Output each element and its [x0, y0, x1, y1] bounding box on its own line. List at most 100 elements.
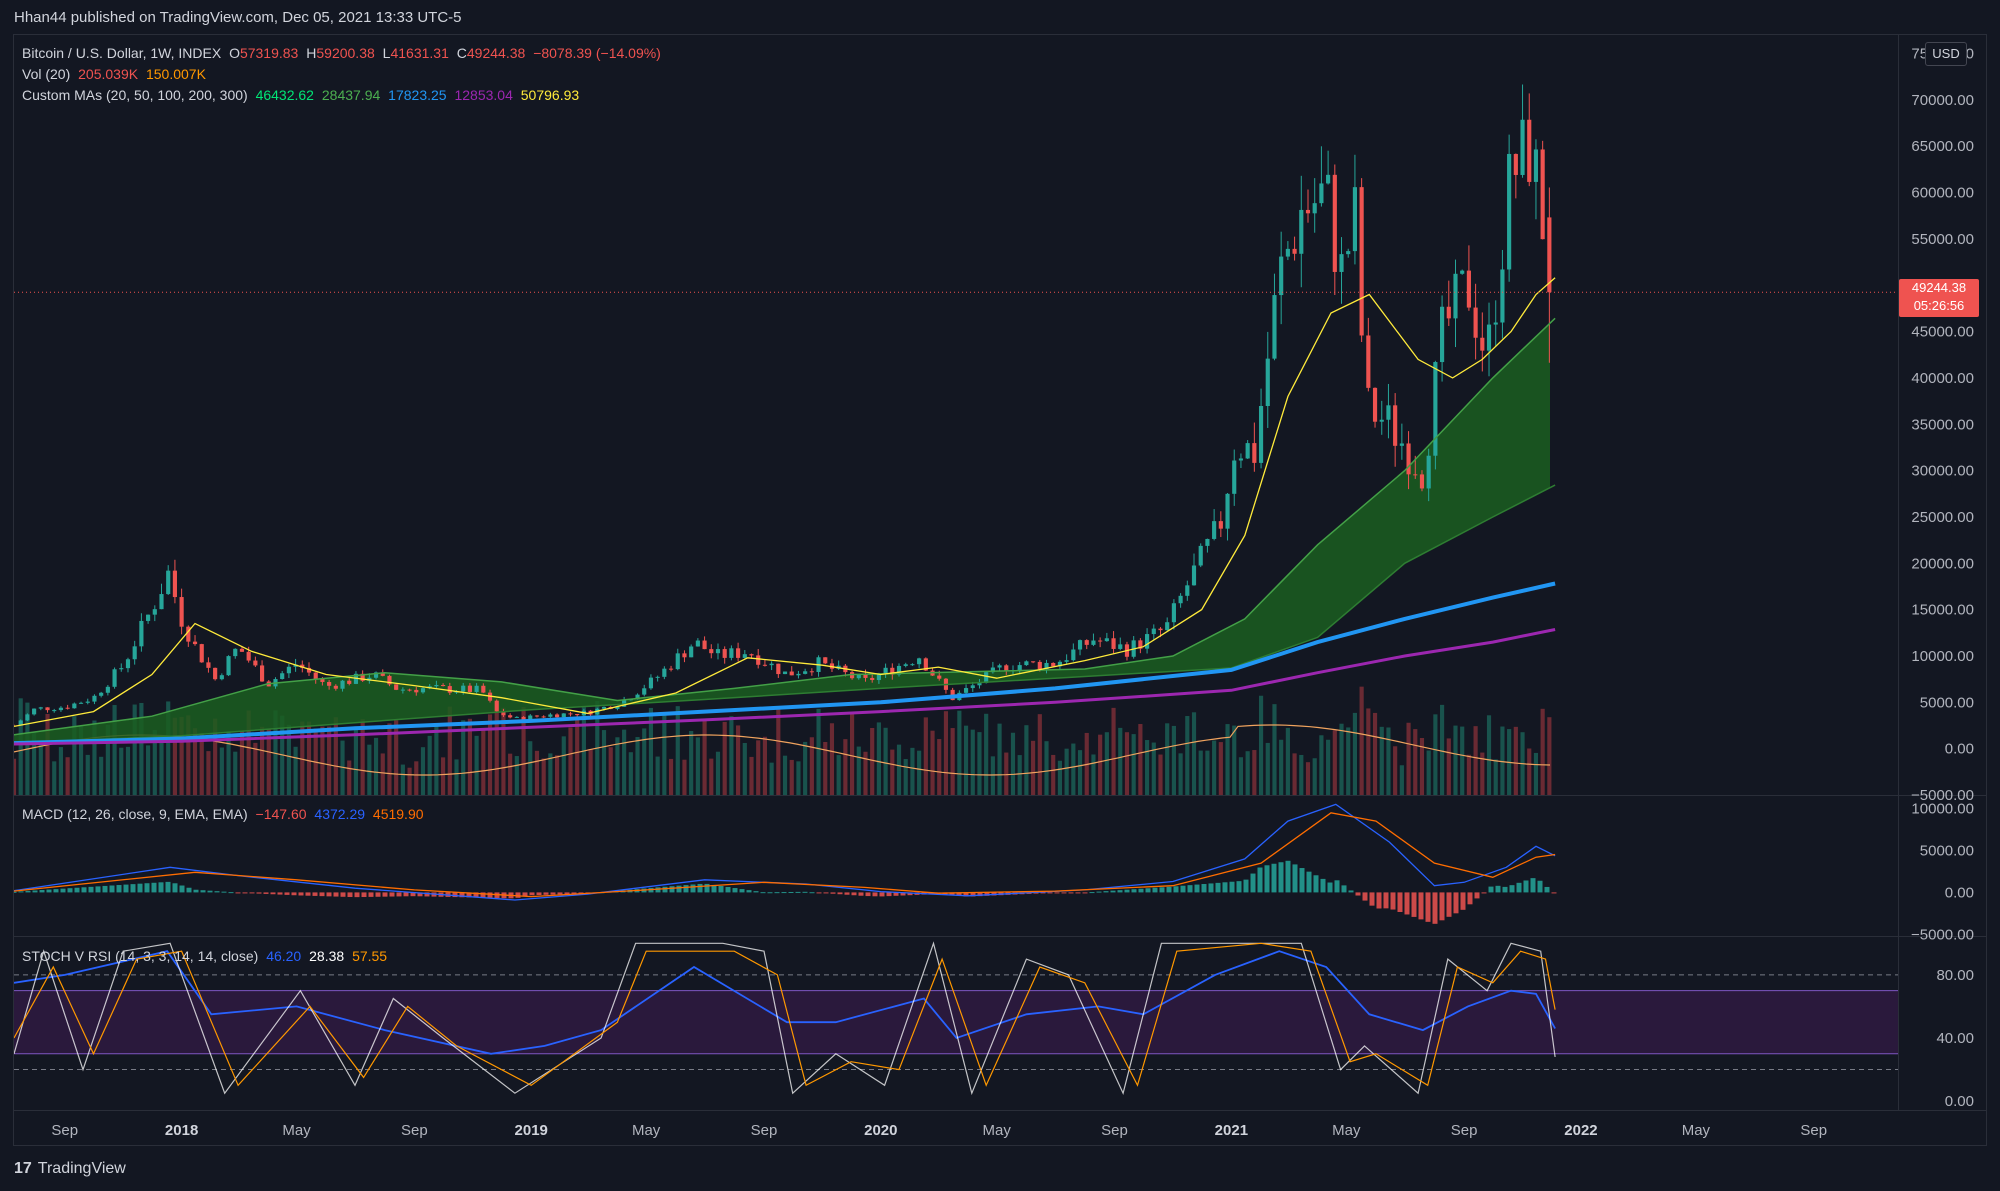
open-label: O — [229, 45, 240, 61]
candle-body — [125, 659, 131, 669]
candle-body — [776, 663, 781, 675]
volume-bar — [441, 757, 446, 795]
macd-histogram-bar — [704, 883, 710, 893]
candle-body — [1413, 474, 1418, 476]
macd-signal-value: 4519.90 — [372, 806, 424, 822]
macd-histogram-bar — [788, 891, 794, 893]
volume-bar — [367, 744, 372, 795]
macd-histogram-bar — [137, 883, 143, 893]
candle-body — [1426, 455, 1431, 489]
candle-body — [1111, 638, 1116, 649]
candle-body — [461, 685, 466, 692]
candle-body — [1225, 493, 1230, 529]
candle-body — [306, 667, 312, 673]
time-axis-tick-label: 2022 — [1564, 1122, 1597, 1139]
candle-body — [434, 685, 439, 687]
candle-body — [554, 714, 560, 718]
macd-histogram-bar — [1040, 892, 1046, 894]
candle-body — [233, 648, 238, 657]
volume-bar — [749, 756, 754, 795]
candle-body — [575, 714, 580, 716]
candle-body — [534, 715, 540, 717]
macd-histogram-bar — [1271, 863, 1277, 893]
volume-bar — [65, 757, 70, 795]
currency-button[interactable]: USD — [1925, 42, 1967, 66]
volume-bar — [179, 716, 184, 795]
macd-histogram-bar — [949, 892, 955, 896]
volume-bar — [467, 718, 472, 795]
publisher-text: Hhan44 published on TradingView.com, Dec… — [14, 9, 462, 26]
volume-bar — [1124, 732, 1130, 795]
volume-bar — [662, 712, 667, 795]
macd-histogram-bar — [1376, 892, 1382, 909]
macd-histogram-bar — [732, 888, 738, 893]
last-price-value: 49244.38 — [1911, 280, 1967, 295]
price-axis-tick-label: 55000.00 — [1911, 231, 1974, 248]
candle-body — [1171, 603, 1176, 623]
tradingview-footer[interactable]: 17 TradingView — [14, 1160, 126, 1178]
macd-histogram-bar — [557, 892, 563, 895]
volume-bar — [125, 746, 131, 795]
macd-histogram-bar — [1397, 892, 1403, 913]
volume-bar — [239, 730, 245, 795]
volume-bar — [554, 755, 560, 795]
stoch-series-k — [14, 941, 1556, 1096]
candle-body — [1460, 270, 1465, 274]
volume-bar — [990, 756, 995, 795]
candle-body — [414, 689, 419, 693]
volume-bar — [1540, 708, 1545, 795]
macd-histogram-bar — [767, 892, 773, 894]
candle-body — [172, 570, 177, 598]
stoch-axis-tick-label: 40.00 — [1936, 1030, 1974, 1047]
candle-body — [132, 646, 137, 660]
volume-bar — [152, 730, 157, 795]
volume-bar — [635, 737, 640, 795]
macd-histogram-bar — [830, 892, 836, 894]
time-axis-tick-label: Sep — [1101, 1122, 1128, 1139]
candle-body — [1044, 662, 1049, 670]
volume-bar — [668, 758, 674, 795]
macd-histogram-bar — [1152, 887, 1158, 893]
volume-bar — [977, 732, 982, 795]
volume-bar — [1098, 734, 1103, 795]
macd-histogram-bar — [487, 892, 493, 898]
candle-body — [917, 658, 922, 665]
macd-histogram-bar — [466, 892, 472, 898]
candle-body — [259, 665, 265, 682]
candle-body — [883, 667, 888, 675]
ma-legend: Custom MAs (20, 50, 100, 200, 300) 46432… — [22, 87, 583, 103]
candle-body — [1440, 306, 1445, 363]
volume-bar — [461, 720, 466, 795]
candle-body — [561, 713, 566, 718]
macd-histogram-bar — [1537, 880, 1543, 893]
macd-histogram-bar — [186, 887, 192, 893]
candle-body — [1252, 443, 1257, 463]
macd-histogram-bar — [515, 892, 521, 898]
candle-body — [1359, 187, 1364, 336]
time-axis-tick-label: May — [282, 1122, 311, 1139]
candle-body — [159, 594, 164, 610]
macd-histogram-bar — [1145, 888, 1151, 893]
candle-body — [85, 701, 90, 703]
candle-body — [407, 689, 412, 691]
volume-bar — [1165, 723, 1170, 795]
volume-bar — [1212, 740, 1217, 795]
time-axis-tick-label: 2018 — [165, 1122, 198, 1139]
candle-body — [1071, 649, 1076, 661]
candle-body — [65, 707, 70, 709]
macd-axis-tick-label: 0.00 — [1945, 884, 1974, 901]
price-axis-tick-label: 15000.00 — [1911, 602, 1974, 619]
candle-body — [662, 668, 667, 677]
candle-body — [655, 676, 660, 678]
time-axis-tick-label: May — [1332, 1122, 1361, 1139]
candle-body — [400, 689, 405, 691]
macd-series-signal — [14, 812, 1556, 898]
candle-body — [1433, 362, 1438, 456]
volume-bar — [1151, 742, 1156, 795]
volume-bar — [843, 739, 848, 795]
macd-axis-tick-label: 10000.00 — [1911, 801, 1974, 818]
time-axis-tick-label: 2019 — [515, 1122, 548, 1139]
volume-bar — [1419, 738, 1425, 795]
volume-bar — [259, 726, 265, 795]
